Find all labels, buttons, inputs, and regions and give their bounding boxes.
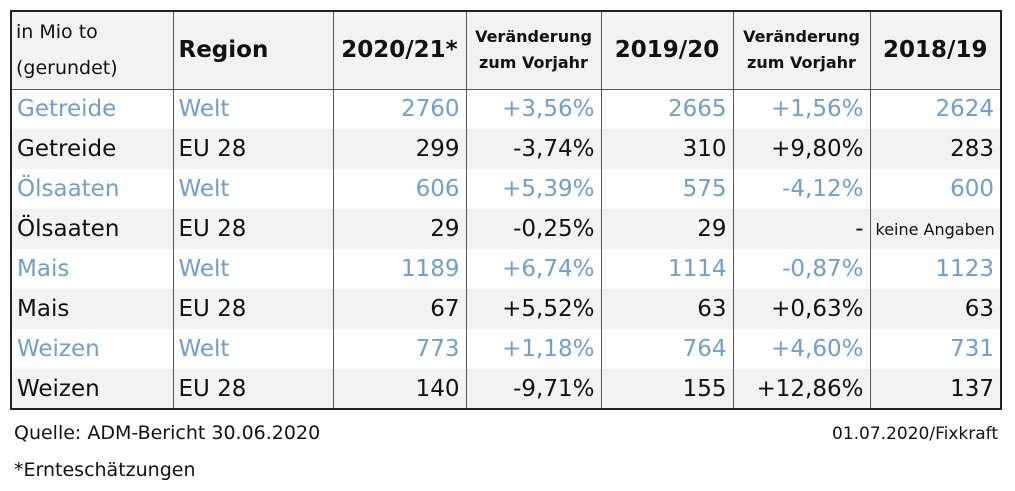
product-cell: Mais [10,289,174,329]
region-cell: Welt [172,89,334,129]
value-2019-20-cell: 2665 [600,89,734,129]
table-row: Mais Welt 1189 +6,74% 1114 -0,87% 1123 [10,249,1002,289]
table-row: Mais EU 28 67 +5,52% 63 +0,63% 63 [10,289,1002,329]
product-cell: Mais [10,249,174,289]
table-row: Weizen EU 28 140 -9,71% 155 +12,86% 137 [10,369,1002,409]
table-row: Weizen Welt 773 +1,18% 764 +4,60% 731 [10,329,1002,369]
year-2019-20-header: 2019/20 [600,11,734,90]
change-1-header: Veränderung zum Vorjahr [465,11,602,90]
change-1-cell: -3,74% [465,129,602,169]
table-row: Getreide Welt 2760 +3,56% 2665 +1,56% 26… [10,89,1002,129]
change-2-cell: -0,87% [732,249,871,289]
table-header-row: in Mio to (gerundet) Region 2020/21* Ver… [10,11,1002,90]
value-2019-20-cell: 155 [600,369,734,409]
year-2020-21-header: 2020/21* [332,11,467,90]
footnote: *Ernteschätzungen [14,459,196,481]
value-2018-19-cell: 63 [869,289,1002,329]
change-2-cell: +9,80% [732,129,871,169]
unit-header: in Mio to (gerundet) [10,11,174,90]
change-2-cell: - [732,209,871,249]
value-2018-19-cell: keine Angaben [869,209,1002,249]
change-2-cell: +0,63% [732,289,871,329]
region-cell: EU 28 [172,209,334,249]
value-2018-19-cell: 731 [869,329,1002,369]
table-row: Getreide EU 28 299 -3,74% 310 +9,80% 283 [10,129,1002,169]
value-2019-20-cell: 764 [600,329,734,369]
value-2020-21-cell: 67 [332,289,467,329]
product-cell: Getreide [10,89,174,129]
region-cell: EU 28 [172,369,334,409]
value-2018-19-cell: 2624 [869,89,1002,129]
change-1-cell: +3,56% [465,89,602,129]
value-2020-21-cell: 606 [332,169,467,209]
change-1-cell: +5,39% [465,169,602,209]
unit-header-line1: in Mio to [16,21,98,44]
change-1-cell: -0,25% [465,209,602,249]
change-1-header-line1: Veränderung [475,27,592,47]
value-2018-19-cell: 1123 [869,249,1002,289]
date-stamp: 01.07.2020/Fixkraft [832,424,998,444]
product-cell: Ölsaaten [10,209,174,249]
value-2020-21-cell: 2760 [332,89,467,129]
change-2-header-line2: zum Vorjahr [747,53,856,73]
product-cell: Ölsaaten [10,169,174,209]
product-cell: Weizen [10,369,174,409]
product-cell: Weizen [10,329,174,369]
value-2020-21-cell: 1189 [332,249,467,289]
value-2019-20-cell: 310 [600,129,734,169]
value-2020-21-cell: 299 [332,129,467,169]
year-2018-19-header: 2018/19 [869,11,1002,90]
change-2-header-line1: Veränderung [743,27,860,47]
value-2020-21-cell: 29 [332,209,467,249]
change-1-cell: -9,71% [465,369,602,409]
region-cell: Welt [172,169,334,209]
value-2019-20-cell: 29 [600,209,734,249]
region-cell: Welt [172,329,334,369]
change-1-cell: +6,74% [465,249,602,289]
region-cell: EU 28 [172,129,334,169]
region-cell: EU 28 [172,289,334,329]
region-cell: Welt [172,249,334,289]
product-cell: Getreide [10,129,174,169]
change-1-cell: +5,52% [465,289,602,329]
unit-header-line2: (gerundet) [16,57,118,80]
source-note: Quelle: ADM-Bericht 30.06.2020 [14,422,321,444]
change-1-cell: +1,18% [465,329,602,369]
table-row: Ölsaaten EU 28 29 -0,25% 29 - keine Anga… [10,209,1002,249]
value-2019-20-cell: 575 [600,169,734,209]
change-2-cell: +12,86% [732,369,871,409]
value-2020-21-cell: 140 [332,369,467,409]
change-2-cell: -4,12% [732,169,871,209]
region-header: Region [172,11,334,90]
value-2019-20-cell: 63 [600,289,734,329]
change-2-cell: +4,60% [732,329,871,369]
value-2020-21-cell: 773 [332,329,467,369]
harvest-table: in Mio to (gerundet) Region 2020/21* Ver… [10,10,1002,410]
value-2018-19-cell: 137 [869,369,1002,409]
value-2018-19-cell: 600 [869,169,1002,209]
value-2019-20-cell: 1114 [600,249,734,289]
value-2018-19-cell: 283 [869,129,1002,169]
table-row: Ölsaaten Welt 606 +5,39% 575 -4,12% 600 [10,169,1002,209]
change-2-cell: +1,56% [732,89,871,129]
change-1-header-line2: zum Vorjahr [479,53,588,73]
change-2-header: Veränderung zum Vorjahr [732,11,871,90]
